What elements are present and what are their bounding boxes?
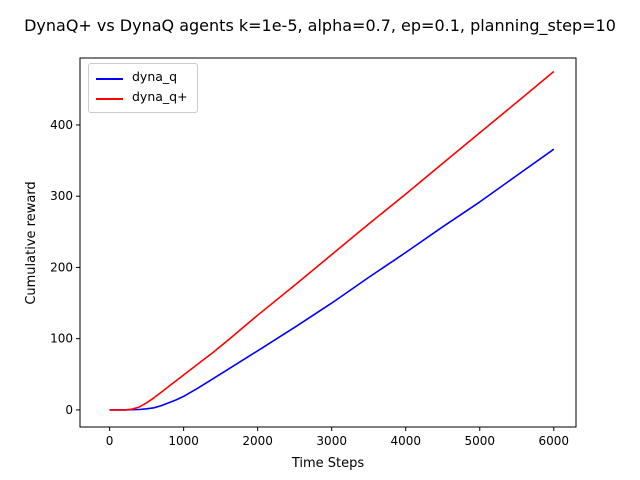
- x-tick-label: 4000: [390, 434, 421, 448]
- y-tick-label: 400: [50, 118, 73, 132]
- y-axis-label: Cumulative reward: [24, 181, 39, 304]
- series-line-dyna-q-: [109, 70, 555, 411]
- chart-title: DynaQ+ vs DynaQ agents k=1e-5, alpha=0.7…: [24, 16, 616, 35]
- legend-swatch-dyna-q: [96, 78, 123, 80]
- y-tick-label: 300: [50, 189, 73, 203]
- x-tick-label: 1000: [168, 434, 199, 448]
- y-tick-label: 200: [50, 260, 73, 274]
- legend-label-dyna-q: dyna_q: [132, 69, 178, 84]
- y-tick-label: 100: [50, 332, 73, 346]
- y-tick-label: 0: [65, 403, 73, 417]
- legend: dyna_q dyna_q+: [88, 63, 198, 113]
- x-tick-label: 3000: [316, 434, 347, 448]
- legend-item-dyna-q: dyna_q: [89, 68, 197, 88]
- x-tick-label: 0: [106, 434, 114, 448]
- x-tick-label: 6000: [539, 434, 570, 448]
- legend-label-dyna-q-plus: dyna_q+: [132, 89, 188, 104]
- x-tick-label: 5000: [464, 434, 495, 448]
- series-line-dyna-q: [109, 148, 555, 411]
- legend-item-dyna-q-plus: dyna_q+: [89, 88, 197, 108]
- x-axis-label: Time Steps: [291, 456, 365, 471]
- plot-frame: [79, 57, 577, 428]
- x-tick-label: 2000: [242, 434, 273, 448]
- legend-swatch-dyna-q-plus: [96, 98, 123, 100]
